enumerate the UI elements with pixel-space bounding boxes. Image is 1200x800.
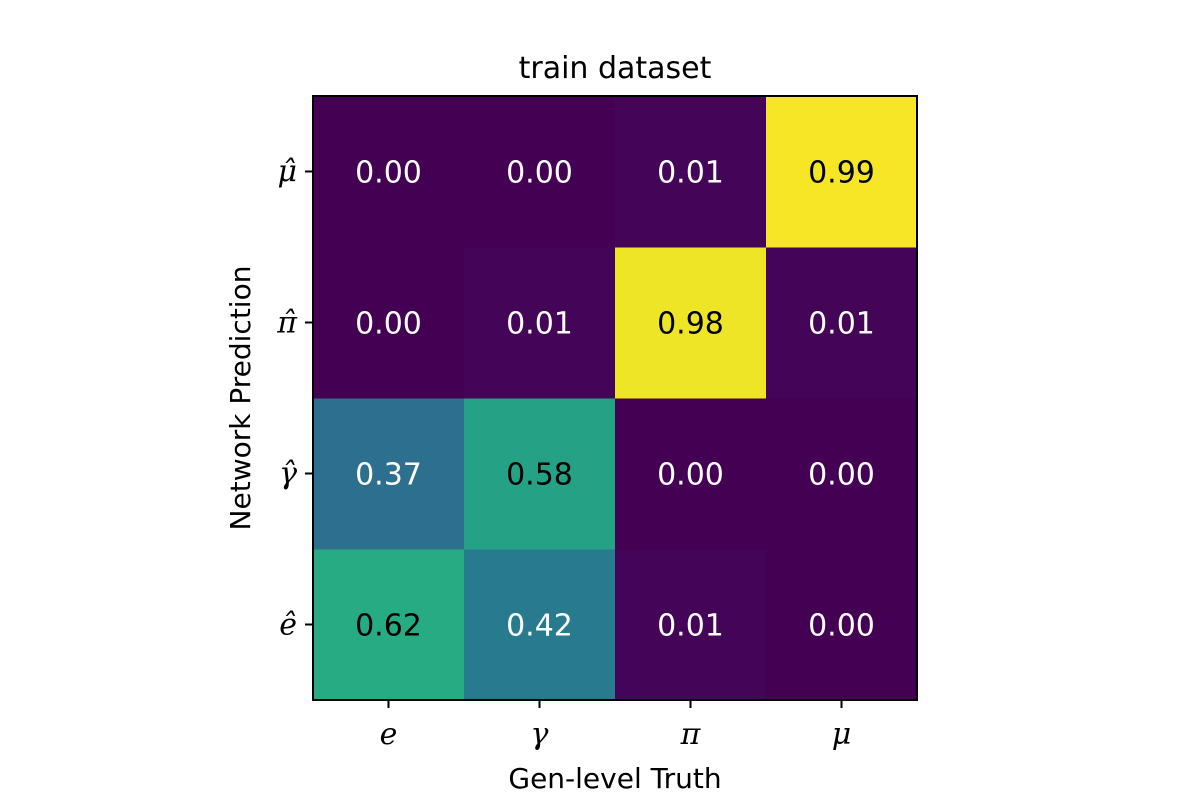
cell-value-label: 0.98 xyxy=(657,307,724,342)
heatmap-cell xyxy=(464,398,616,550)
heatmap-cell xyxy=(313,247,465,399)
heatmap-cell xyxy=(313,96,465,248)
cell-value-label: 0.42 xyxy=(506,609,573,644)
x-tick-label: e xyxy=(380,717,398,752)
cell-value-label: 0.99 xyxy=(808,156,875,191)
heatmap-cell xyxy=(615,398,767,550)
cell-value-label: 0.01 xyxy=(808,307,875,342)
cell-value-label: 0.01 xyxy=(657,156,724,191)
cell-value-label: 0.01 xyxy=(506,307,573,342)
y-tick-label: γ̂ xyxy=(279,457,297,492)
cell-value-label: 0.00 xyxy=(355,156,422,191)
heatmap-cell xyxy=(615,549,767,701)
cell-value-label: 0.00 xyxy=(808,458,875,493)
y-axis-label: Network Prediction xyxy=(224,266,257,531)
y-tick-label: π̂ xyxy=(276,306,298,341)
x-tick-label: π xyxy=(680,717,702,752)
cell-value-label: 0.62 xyxy=(355,609,422,644)
heatmap-cell xyxy=(766,398,918,550)
cell-value-label: 0.00 xyxy=(657,458,724,493)
cell-value-label: 0.01 xyxy=(657,609,724,644)
cell-value-label: 0.00 xyxy=(355,307,422,342)
cell-value-label: 0.00 xyxy=(506,156,573,191)
heatmap-cell xyxy=(464,549,616,701)
heatmap-cell xyxy=(766,247,918,399)
x-tick-label: μ xyxy=(832,717,852,752)
y-tick-label: μ̂ xyxy=(278,155,298,190)
x-tick-label: γ xyxy=(531,717,549,752)
heatmap-cell xyxy=(313,549,465,701)
y-tick-label: ê xyxy=(279,608,297,643)
heatmap-cells: 0.62 0.42 0.01 0.00 0.37 0.58 0.00 0.00 0.00 0.01… xyxy=(313,96,918,701)
cell-value-label: 0.37 xyxy=(355,458,422,493)
heatmap-cell xyxy=(615,247,767,399)
cell-value-label: 0.00 xyxy=(808,609,875,644)
heatmap-cell xyxy=(464,96,616,248)
heatmap-cell xyxy=(766,96,918,248)
cell-value-label: 0.58 xyxy=(506,458,573,493)
chart-title: train dataset xyxy=(519,51,712,86)
heatmap-cell xyxy=(615,96,767,248)
plot-frame xyxy=(312,95,918,701)
heatmap-cell xyxy=(766,549,918,701)
x-axis-label: Gen-level Truth xyxy=(508,762,721,795)
heatmap-cell xyxy=(313,398,465,550)
heatmap-cell xyxy=(464,247,616,399)
y-axis-ticks: ê γ̂ π̂ μ̂ xyxy=(276,155,313,643)
